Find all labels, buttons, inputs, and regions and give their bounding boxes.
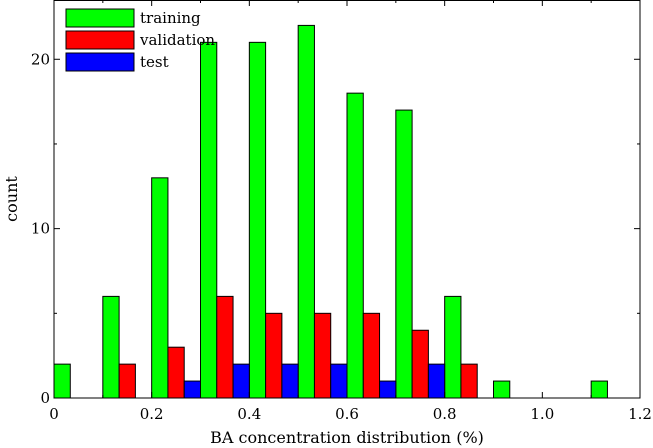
x-tick-label: 0.2 [140, 405, 164, 423]
bar-validation [362, 312, 381, 399]
bar-training [248, 41, 267, 399]
bar-training [590, 380, 608, 399]
bar-validation [265, 312, 283, 399]
bar-training [53, 363, 71, 399]
legend-label-test: test [140, 53, 169, 71]
bar-training [151, 177, 169, 399]
x-tick-label: 0 [49, 405, 59, 423]
x-tick-label: 1.2 [628, 405, 652, 423]
legend-swatch-training [65, 8, 135, 28]
y-tick-label: 20 [31, 50, 50, 68]
bar-validation [313, 312, 332, 399]
bar-training [444, 295, 462, 399]
x-tick-label: 0.6 [335, 405, 359, 423]
bar-test [232, 363, 250, 399]
legend-swatch-validation [65, 30, 135, 50]
legend-label-validation: validation [139, 31, 215, 49]
bar-test [330, 363, 348, 399]
bar-validation [216, 295, 234, 399]
bars-layer [53, 24, 608, 399]
x-tick-label: 1.0 [530, 405, 554, 423]
x-tick-label: 0.4 [237, 405, 261, 423]
bar-validation [460, 363, 478, 399]
bar-validation [167, 346, 185, 399]
y-tick-label: 0 [40, 389, 50, 407]
bar-test [183, 380, 202, 399]
bar-training [346, 92, 364, 399]
bar-training [395, 109, 413, 399]
bar-training [200, 41, 218, 399]
bar-test [281, 363, 299, 399]
bar-training [493, 380, 511, 399]
y-axis-label: count [2, 176, 21, 222]
ticks-layer: 0 0.2 0.4 0.6 0.8 1.0 1.2 0 10 20 [31, 0, 652, 423]
legend-label-training: training [140, 9, 201, 27]
legend-swatch-test [65, 52, 135, 72]
bar-training [102, 295, 120, 399]
bar-test [379, 380, 397, 399]
y-tick-label: 10 [31, 220, 50, 238]
bar-validation [411, 329, 429, 399]
bar-test [427, 363, 446, 399]
bar-validation [118, 363, 136, 399]
legend: training validation test [65, 8, 215, 72]
x-axis-label: BA concentration distribution (%) [210, 428, 484, 447]
bar-training [297, 24, 315, 399]
x-tick-label: 0.8 [433, 405, 457, 423]
